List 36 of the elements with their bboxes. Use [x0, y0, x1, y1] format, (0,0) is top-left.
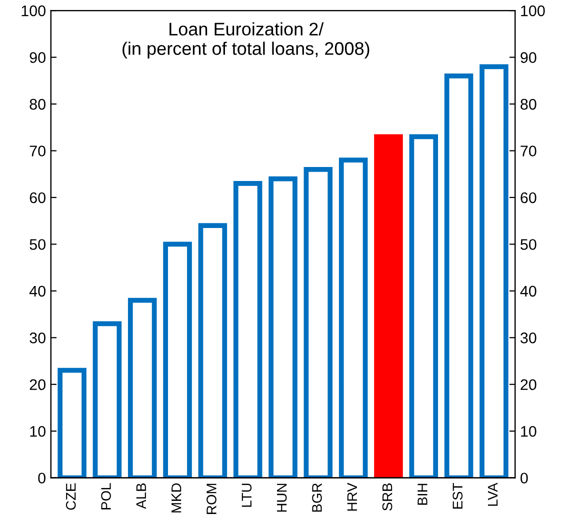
y2-tick-label: 10 — [521, 426, 536, 437]
y2-tick-label: 30 — [520, 332, 536, 344]
y2-tick-label: 90 — [520, 52, 536, 63]
y-tick-label: 60 — [30, 192, 46, 204]
y-tick-label: 90 — [30, 52, 46, 63]
y-tick-label: 20 — [30, 379, 46, 390]
y-tick-label: 50 — [30, 239, 46, 250]
x-tick-label: SRB — [382, 483, 392, 511]
y2-tick-label: 60 — [520, 192, 536, 204]
y-tick-label: 30 — [30, 332, 46, 344]
y2-tick-label: 0 — [520, 472, 528, 484]
x-tick-label: MKD — [172, 483, 182, 512]
x-tick-label: HRV — [347, 482, 357, 511]
y2-tick-label: 50 — [520, 239, 536, 250]
x-tick-label: BGR — [312, 483, 322, 512]
y-tick-label: 40 — [29, 286, 46, 297]
text: Loan Euroization 2/ (in percent of total loans, 2008) — [122, 22, 370, 59]
y2-tick-label: 70 — [520, 146, 536, 156]
y-tick-label: 80 — [30, 98, 46, 110]
x-tick-label: EST — [452, 483, 463, 509]
x-tick-label: BIH — [418, 484, 428, 505]
y-tick-label: 100 — [22, 5, 46, 16]
y-tick-label: 70 — [30, 146, 46, 156]
y2-tick-label: 80 — [520, 98, 536, 110]
x-tick-label: POL — [101, 483, 111, 510]
x-tick-label: LVA — [488, 482, 498, 506]
y-tick-label: 0 — [38, 472, 46, 484]
x-tick-label: LTU — [242, 484, 252, 507]
y2-tick-label: 20 — [520, 379, 536, 390]
x-tick-label: ALB — [136, 483, 146, 509]
y-tick-label: 10 — [30, 426, 46, 437]
x-tick-label: HUN — [277, 484, 287, 512]
x-tick-label: ROM — [206, 484, 216, 514]
x-tick-label: CZE — [66, 483, 76, 510]
y2-tick-label: 100 — [521, 5, 545, 16]
y2-tick-label: 40 — [520, 286, 536, 297]
